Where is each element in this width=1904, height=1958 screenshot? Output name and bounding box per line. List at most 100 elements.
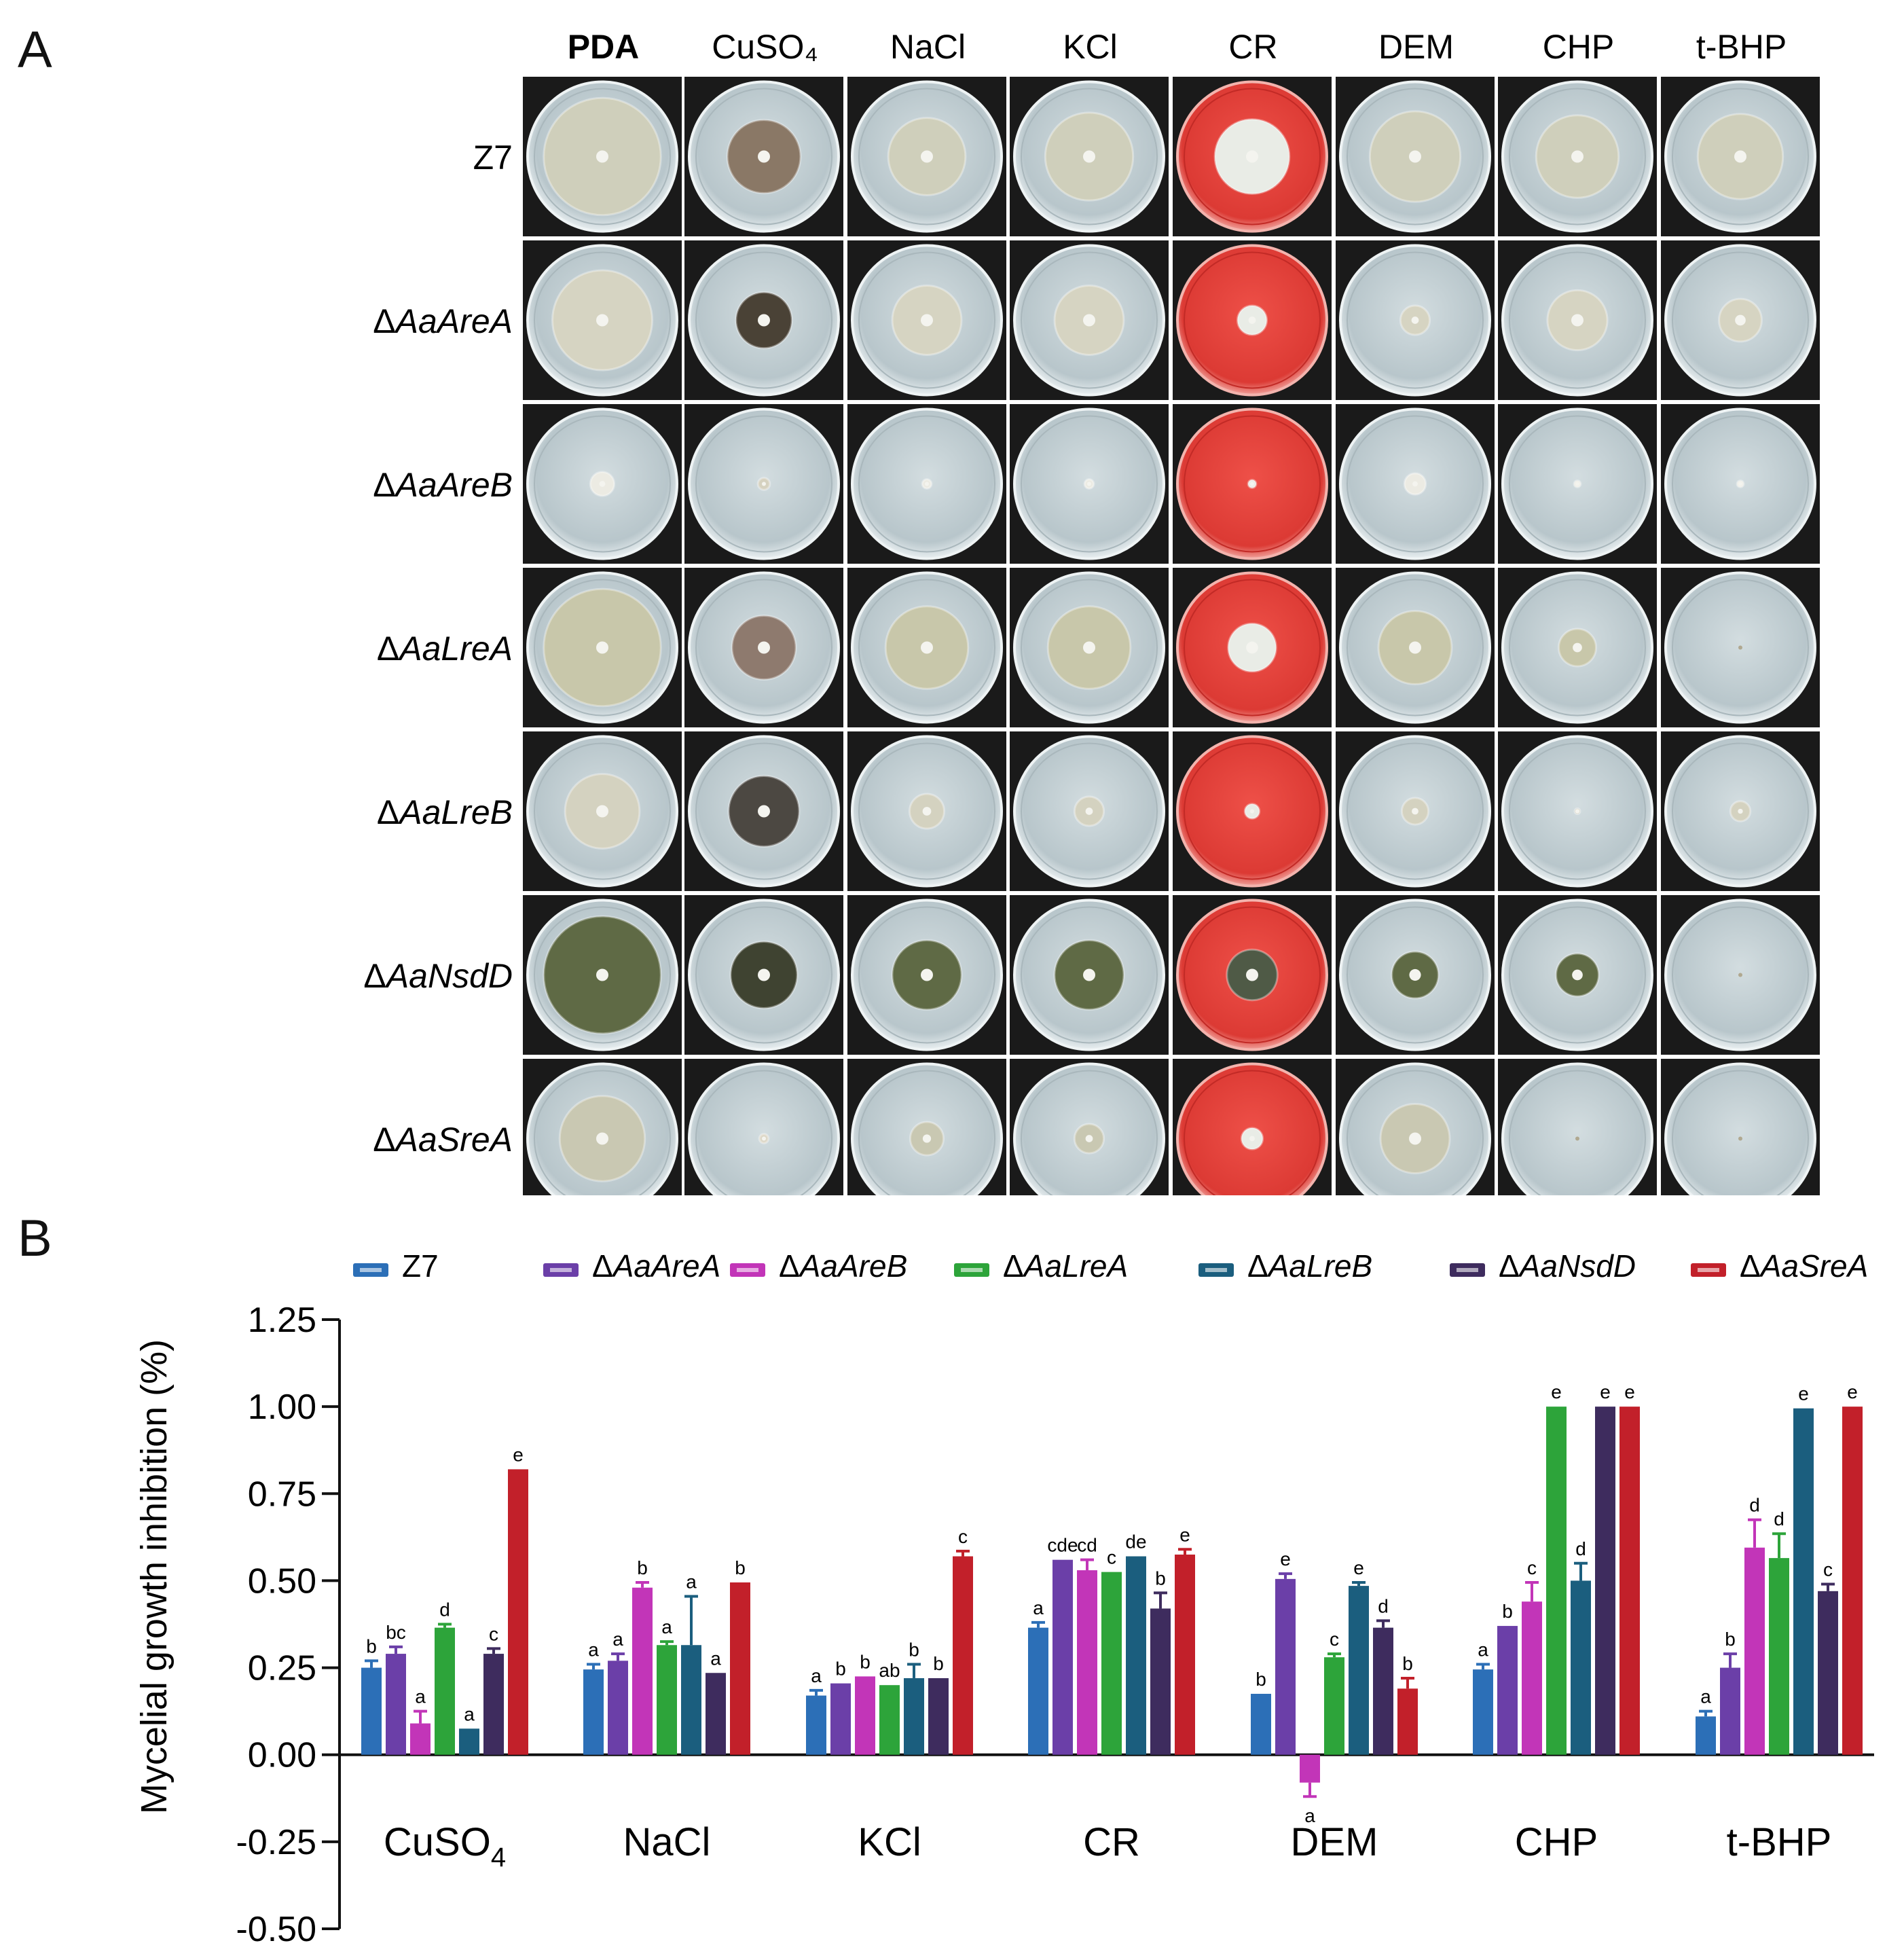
row-header-prefix: Δ bbox=[373, 1121, 395, 1159]
inoculum-plug bbox=[1250, 809, 1254, 814]
significance-letter: c bbox=[1107, 1547, 1116, 1568]
petri-dish-rim bbox=[1021, 742, 1158, 880]
significance-letter: b bbox=[1256, 1669, 1266, 1690]
petri-dish-rim bbox=[1021, 1070, 1158, 1195]
petri-dish-rim bbox=[858, 579, 995, 717]
bar bbox=[1696, 1716, 1716, 1755]
column-header: NaCl bbox=[890, 28, 966, 66]
significance-letter: a bbox=[588, 1639, 599, 1660]
x-category-label: CHP bbox=[1515, 1820, 1598, 1864]
bar bbox=[1842, 1407, 1863, 1755]
petri-dish-rim bbox=[1347, 1070, 1484, 1195]
legend-swatch-highlight bbox=[1457, 1268, 1478, 1272]
bar bbox=[1818, 1591, 1838, 1755]
legend-label-name: AaNsdD bbox=[1518, 1248, 1636, 1284]
significance-letter: b bbox=[1502, 1601, 1513, 1622]
legend-swatch-highlight bbox=[1698, 1268, 1719, 1272]
x-category-label: NaCl bbox=[623, 1820, 711, 1864]
legend-label-prefix: Δ bbox=[1003, 1248, 1024, 1284]
inoculum-plug bbox=[1083, 150, 1095, 163]
bar bbox=[361, 1667, 382, 1755]
inoculum-plug bbox=[1571, 150, 1583, 163]
inoculum-plug bbox=[1087, 482, 1091, 486]
inoculum-plug bbox=[596, 1132, 608, 1145]
significance-letter: e bbox=[1798, 1383, 1809, 1404]
petri-dish-rim bbox=[695, 742, 832, 880]
petri-dish bbox=[1501, 1062, 1653, 1195]
inoculum-plug bbox=[758, 314, 770, 327]
petri-dish-rim bbox=[534, 906, 671, 1044]
petri-dish-rim bbox=[534, 251, 671, 389]
inoculum-plug bbox=[1409, 641, 1421, 654]
bar bbox=[483, 1654, 504, 1755]
inoculum-plug bbox=[762, 482, 766, 486]
inoculum-plug bbox=[1246, 968, 1258, 981]
x-category-label: CR bbox=[1083, 1820, 1140, 1864]
bar bbox=[730, 1582, 750, 1755]
petri-dish-rim bbox=[1672, 906, 1809, 1044]
significance-letter: a bbox=[1700, 1686, 1711, 1707]
significance-letter: bc bbox=[386, 1622, 406, 1643]
significance-letter: cd bbox=[1077, 1535, 1097, 1556]
row-header: Z7 bbox=[473, 139, 513, 177]
petri-dish-rim bbox=[1021, 88, 1158, 225]
column-header: PDA bbox=[568, 28, 640, 66]
inoculum-plug bbox=[1412, 808, 1418, 815]
inoculum-plug bbox=[1085, 808, 1093, 815]
petri-dish-rim bbox=[534, 415, 671, 553]
inoculum-plug bbox=[1083, 314, 1095, 327]
inoculum-plug bbox=[922, 1134, 932, 1143]
significance-letter: a bbox=[661, 1616, 672, 1637]
legend-label-name: AaLreB bbox=[1266, 1248, 1372, 1284]
petri-dish-rim bbox=[1347, 579, 1484, 717]
significance-letter: b bbox=[1725, 1629, 1736, 1650]
petri-dish-rim bbox=[1347, 906, 1484, 1044]
row-header-name: AaSreA bbox=[394, 1121, 513, 1159]
inoculum-plug bbox=[762, 1136, 766, 1141]
x-category-label: CuSO4 bbox=[384, 1820, 506, 1872]
petri-dish-rim bbox=[1672, 251, 1809, 389]
column-header: t-BHP bbox=[1696, 28, 1787, 66]
legend-label-prefix: Δ bbox=[592, 1248, 613, 1284]
inoculum-plug bbox=[758, 805, 770, 818]
significance-letter: e bbox=[1280, 1548, 1291, 1570]
significance-letter: b bbox=[909, 1639, 919, 1660]
x-category-label-base: DEM bbox=[1291, 1820, 1378, 1864]
legend-label-name: AaAreA bbox=[611, 1248, 721, 1284]
significance-letter: c bbox=[489, 1623, 498, 1644]
bar bbox=[806, 1695, 826, 1755]
legend-swatch-highlight bbox=[961, 1268, 983, 1272]
petri-dish bbox=[688, 1062, 840, 1195]
significance-letter: de bbox=[1125, 1531, 1146, 1553]
inoculum-plug bbox=[1573, 642, 1582, 653]
inoculum-plug bbox=[1738, 808, 1743, 814]
bar bbox=[657, 1645, 677, 1755]
petri-dish-rim bbox=[534, 88, 671, 225]
inoculum-plug bbox=[1248, 316, 1256, 324]
significance-letter: b bbox=[933, 1653, 944, 1674]
inoculum-plug bbox=[596, 150, 608, 163]
significance-letter: d bbox=[1575, 1538, 1586, 1559]
row-header: ΔAaSreA bbox=[373, 1121, 513, 1159]
panel-b-label: B bbox=[18, 1210, 52, 1267]
inoculum-plug bbox=[921, 150, 933, 163]
row-header-name: AaNsdD bbox=[384, 957, 513, 995]
significance-letter: e bbox=[1353, 1557, 1364, 1578]
bar bbox=[706, 1673, 726, 1755]
bar bbox=[1373, 1627, 1393, 1755]
y-tick-label: 1.25 bbox=[248, 1301, 316, 1340]
legend-label: ΔAaNsdD bbox=[1499, 1248, 1636, 1284]
petri-dish-rim bbox=[1184, 579, 1321, 717]
significance-letter: a bbox=[612, 1629, 623, 1650]
inoculum-plug bbox=[922, 807, 932, 816]
inoculum-plug bbox=[1738, 1136, 1742, 1141]
legend-label: ΔAaAreA bbox=[592, 1248, 720, 1284]
legend-swatch-highlight bbox=[550, 1268, 572, 1272]
inoculum-plug bbox=[1575, 1136, 1579, 1141]
inoculum-plug bbox=[1738, 482, 1742, 486]
panel-a-label: A bbox=[18, 21, 52, 79]
petri-dish-rim bbox=[1184, 1070, 1321, 1195]
inoculum-plug bbox=[1575, 809, 1579, 814]
y-tick-label: -0.25 bbox=[236, 1823, 316, 1862]
petri-dish-rim bbox=[1347, 251, 1484, 389]
